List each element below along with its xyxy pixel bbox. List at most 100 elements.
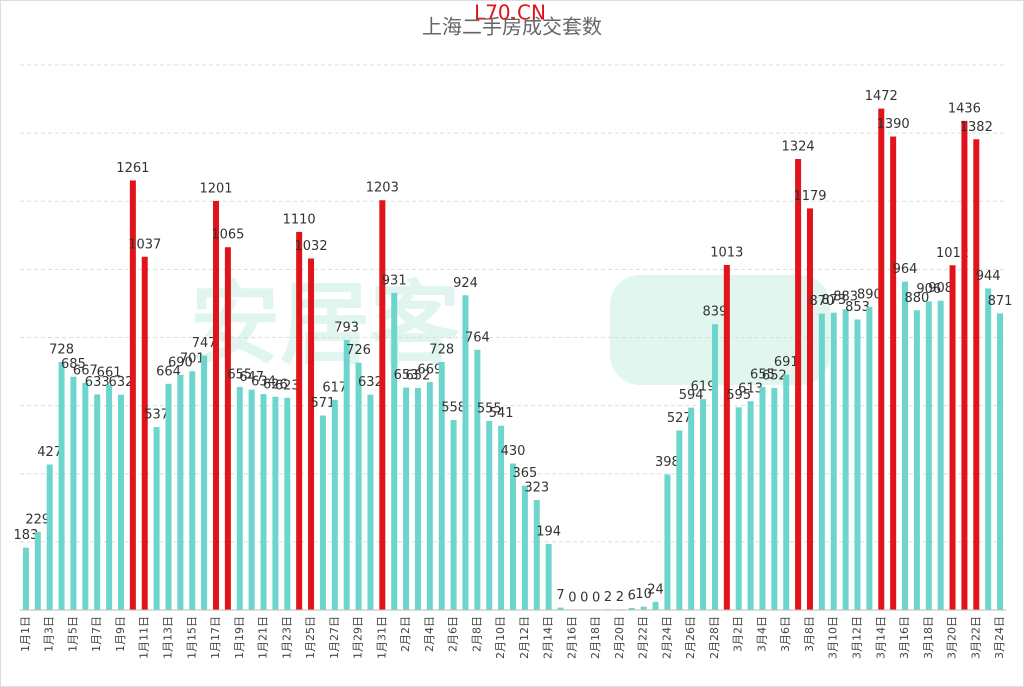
value-label: 747 <box>192 336 217 351</box>
bar <box>224 247 231 610</box>
watermark-logo: 安居客 <box>190 272 830 385</box>
x-tick-label: 2月16日 <box>565 616 578 659</box>
x-tick-label: 2月22日 <box>637 616 650 659</box>
bar <box>818 313 825 610</box>
value-label: 541 <box>489 406 514 421</box>
bar <box>106 384 113 610</box>
bar <box>759 386 766 610</box>
bar <box>640 606 647 610</box>
value-label: 691 <box>774 355 799 370</box>
value-label: 669 <box>417 363 442 378</box>
value-label: 873 <box>821 293 846 308</box>
value-label: 1110 <box>283 212 316 227</box>
bar <box>450 419 457 610</box>
value-label: 632 <box>109 375 134 390</box>
bar <box>379 200 386 610</box>
value-label: 527 <box>667 411 692 426</box>
value-label: 594 <box>679 388 704 403</box>
bar <box>117 394 124 610</box>
bar <box>165 383 172 610</box>
bar <box>284 397 291 610</box>
bar <box>533 499 540 610</box>
value-label: 890 <box>857 287 882 302</box>
value-label: 6 <box>628 588 636 603</box>
bar <box>177 374 184 610</box>
value-label: 632 <box>358 375 383 390</box>
bar <box>367 394 374 610</box>
value-label: 906 <box>916 282 941 297</box>
bar <box>545 543 552 610</box>
x-tick-label: 2月14日 <box>542 616 555 659</box>
value-label: 619 <box>691 380 716 395</box>
x-tick-label: 2月20日 <box>613 616 626 659</box>
bar <box>854 319 861 610</box>
x-tick-label: 1月13日 <box>161 616 174 659</box>
x-tick-label: 1月21日 <box>257 616 270 659</box>
bar <box>486 420 493 610</box>
bar <box>260 394 267 610</box>
x-tick-label: 1月29日 <box>352 616 365 659</box>
x-tick-label: 1月7日 <box>90 616 103 652</box>
value-label: 839 <box>703 305 728 320</box>
bar <box>272 396 279 610</box>
value-label: 1436 <box>948 101 981 116</box>
bar <box>913 310 920 610</box>
x-tick-label: 1月9日 <box>114 616 127 652</box>
bar <box>319 415 326 610</box>
svg-text:安居客: 安居客 <box>190 272 460 377</box>
bar <box>58 362 65 610</box>
bar <box>34 531 41 610</box>
x-tick-label: 1月3日 <box>43 616 56 652</box>
x-tick-label: 3月6日 <box>779 616 792 652</box>
bar <box>403 387 410 610</box>
value-label: 870 <box>809 294 834 309</box>
value-label: 764 <box>465 330 490 345</box>
bar <box>236 386 243 610</box>
bar <box>46 464 53 610</box>
value-label: 726 <box>346 343 371 358</box>
bar <box>153 427 160 610</box>
x-tick-label: 2月24日 <box>660 616 673 659</box>
bar <box>70 376 77 610</box>
bar <box>795 159 802 610</box>
bar <box>22 547 29 610</box>
bar <box>652 601 659 610</box>
value-label: 558 <box>441 400 466 415</box>
x-tick-label: 2月4日 <box>423 616 436 652</box>
value-label: 653 <box>394 368 419 383</box>
x-tick-label: 1月19日 <box>233 616 246 659</box>
bar <box>830 312 837 610</box>
watermark-text: L70.CN <box>474 1 546 25</box>
value-label: 1179 <box>793 189 826 204</box>
value-label: 793 <box>334 320 359 335</box>
value-label: 0 <box>592 591 600 606</box>
x-tick-label: 3月22日 <box>969 616 982 659</box>
bar <box>557 607 564 610</box>
value-label: 430 <box>501 444 526 459</box>
bar <box>438 362 445 610</box>
x-tick-label: 3月4日 <box>755 616 768 652</box>
bar <box>129 180 136 611</box>
value-label: 0 <box>568 591 576 606</box>
x-tick-label: 2月10日 <box>494 616 507 659</box>
x-tick-label: 2月8日 <box>470 616 483 652</box>
bar <box>890 136 897 610</box>
x-tick-label: 3月20日 <box>946 616 959 659</box>
x-tick-label: 3月10日 <box>827 616 840 659</box>
value-label: 427 <box>37 445 62 460</box>
value-label: 617 <box>322 380 347 395</box>
bar <box>308 258 315 610</box>
value-label: 1261 <box>116 161 149 176</box>
bar <box>213 200 220 611</box>
bar <box>842 309 849 610</box>
value-label: 667 <box>73 363 98 378</box>
value-label: 1012 <box>936 246 969 261</box>
bar <box>664 474 671 610</box>
bar <box>700 399 707 610</box>
value-label: 623 <box>275 378 300 393</box>
bar <box>343 339 350 610</box>
bar <box>997 313 1004 610</box>
value-label: 908 <box>928 281 953 296</box>
value-label: 652 <box>762 368 787 383</box>
